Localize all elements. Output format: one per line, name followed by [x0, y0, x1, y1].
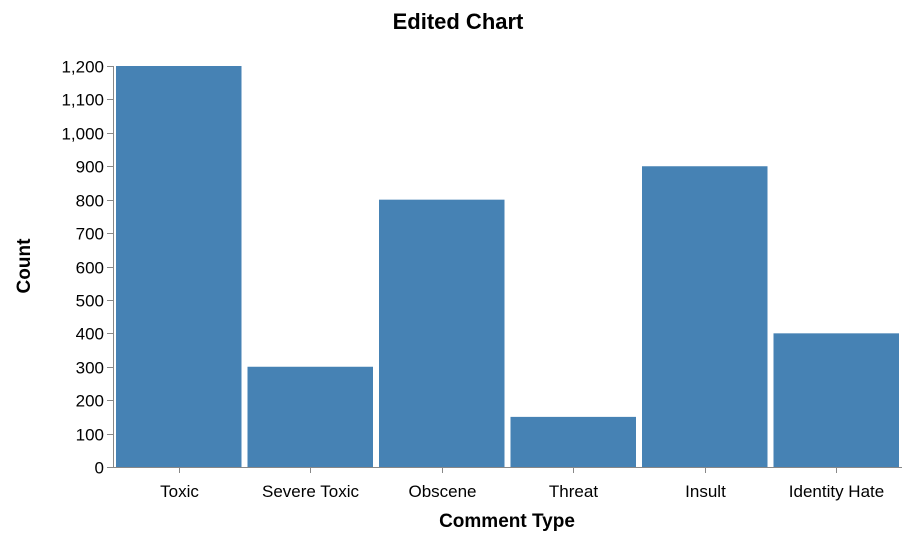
bar-threat — [510, 416, 636, 467]
bar-toxic — [116, 66, 242, 467]
y-axis-title: Count — [14, 238, 35, 294]
x-tick-label: Identity Hate — [789, 482, 884, 501]
y-tick-label: 800 — [76, 192, 104, 211]
x-axis-title: Comment Type — [439, 511, 575, 532]
bar-severe-toxic — [247, 366, 373, 467]
bar-insult — [642, 166, 768, 467]
x-tick-label: Insult — [685, 482, 726, 501]
x-tick-label: Severe Toxic — [262, 482, 360, 501]
y-tick-label: 500 — [76, 292, 104, 311]
y-tick-label: 200 — [76, 392, 104, 411]
bar-identity-hate — [773, 333, 899, 467]
y-tick-label: 600 — [76, 259, 104, 278]
y-tick-label: 700 — [76, 225, 104, 244]
y-tick-label: 1,200 — [61, 58, 104, 77]
y-tick-label: 0 — [95, 459, 104, 478]
x-tick-label: Obscene — [408, 482, 476, 501]
plot-area: 0 100 200 300 400 500 600 700 800 900 1,000 1,100 1,… — [61, 58, 902, 501]
y-tick-label: 1,100 — [61, 91, 104, 110]
y-tick-label: 100 — [76, 426, 104, 445]
x-tick-label: Threat — [549, 482, 598, 501]
x-tick-label: Toxic — [160, 482, 199, 501]
bar-obscene — [379, 199, 505, 467]
y-tick-label: 900 — [76, 158, 104, 177]
y-tick-label: 400 — [76, 325, 104, 344]
y-tick-label: 1,000 — [61, 125, 104, 144]
y-tick-label: 300 — [76, 359, 104, 378]
chart-title: Edited Chart — [393, 9, 524, 34]
